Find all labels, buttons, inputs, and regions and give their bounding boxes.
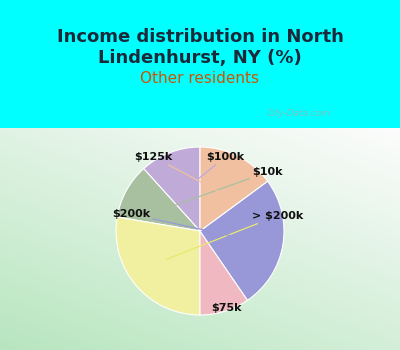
Text: $125k: $125k (135, 152, 220, 192)
Text: $200k: $200k (112, 209, 243, 238)
Wedge shape (144, 147, 200, 231)
Wedge shape (200, 181, 284, 300)
Text: Lindenhurst, NY (%): Lindenhurst, NY (%) (98, 49, 302, 67)
Text: $10k: $10k (162, 167, 282, 210)
Wedge shape (116, 217, 200, 315)
Text: Other residents: Other residents (140, 71, 260, 86)
Wedge shape (200, 147, 268, 231)
Text: $100k: $100k (184, 152, 244, 190)
Text: > $200k: > $200k (167, 211, 303, 259)
Wedge shape (117, 169, 200, 231)
Text: $75k: $75k (212, 273, 242, 313)
Text: Income distribution in North: Income distribution in North (56, 28, 344, 46)
Wedge shape (200, 231, 248, 315)
Text: City-Data.com: City-Data.com (266, 109, 330, 118)
